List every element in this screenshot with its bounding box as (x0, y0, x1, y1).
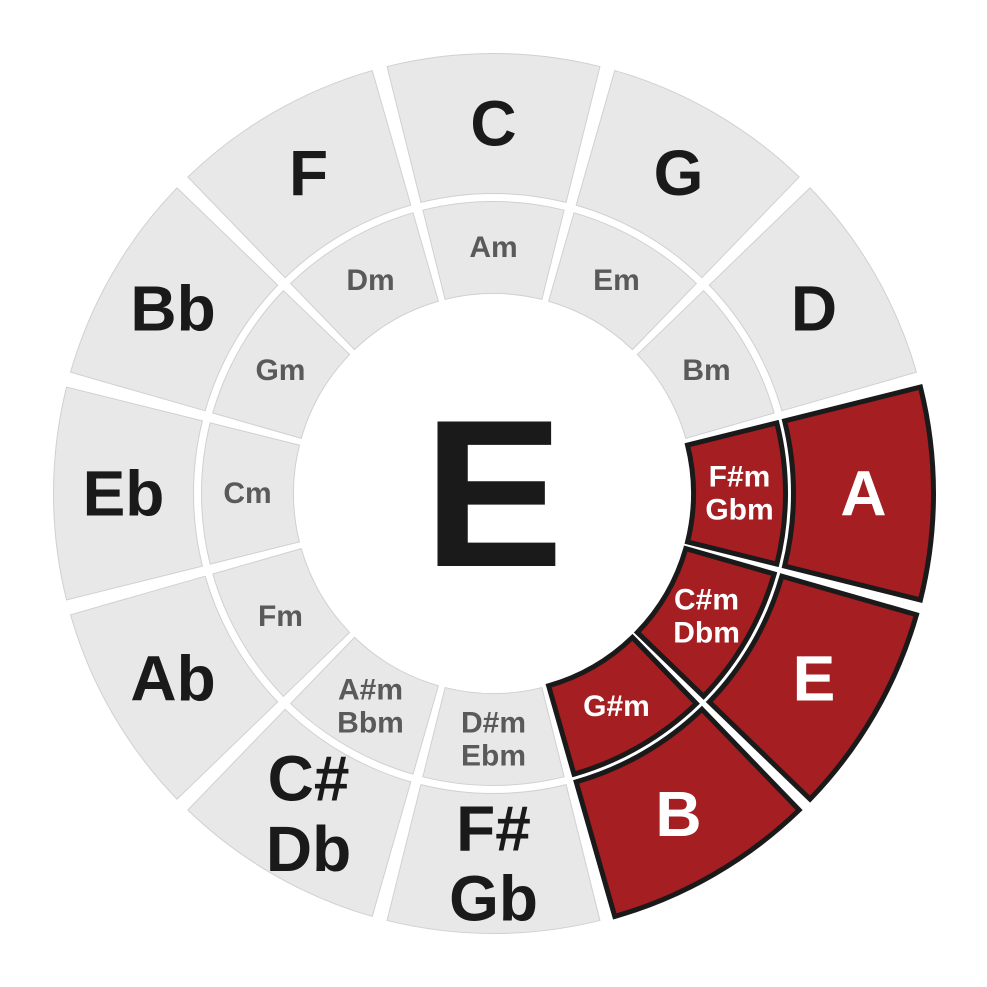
minor-label: Gm (255, 354, 305, 387)
center-key-label: E (423, 376, 563, 611)
major-label: C# (268, 743, 350, 815)
minor-label: Bbm (337, 707, 404, 740)
major-label: Bb (130, 273, 215, 345)
major-label: Eb (83, 458, 165, 530)
major-label: F# (456, 792, 531, 864)
minor-label: Am (469, 231, 517, 264)
minor-label: Ebm (461, 740, 526, 773)
major-label: B (655, 778, 701, 850)
minor-label: Fm (258, 600, 303, 633)
minor-label: Em (593, 264, 640, 297)
major-label: C (470, 88, 516, 160)
major-label: Db (266, 813, 351, 885)
major-label: D (791, 273, 837, 345)
minor-label: C#m (674, 584, 739, 617)
minor-label: Gbm (705, 494, 773, 527)
minor-label: F#m (709, 461, 771, 494)
major-label: G (654, 137, 704, 209)
minor-label: Cm (223, 477, 271, 510)
minor-label: Dm (346, 264, 394, 297)
major-label: F (289, 137, 328, 209)
major-label: E (793, 643, 836, 715)
major-label: Gb (449, 863, 538, 935)
major-label: A (840, 458, 886, 530)
major-label: Ab (130, 643, 215, 715)
circle-of-fifths-diagram: C Am G Em D Bm F#Gb D#mEbm C#Db A#mBbm Ab Fm Eb Cm Bb G… (0, 0, 987, 987)
minor-label: Bm (682, 354, 730, 387)
minor-label: G#m (583, 690, 650, 723)
minor-label: A#m (338, 674, 403, 707)
minor-label: Dbm (673, 617, 740, 650)
minor-label: D#m (461, 707, 526, 740)
